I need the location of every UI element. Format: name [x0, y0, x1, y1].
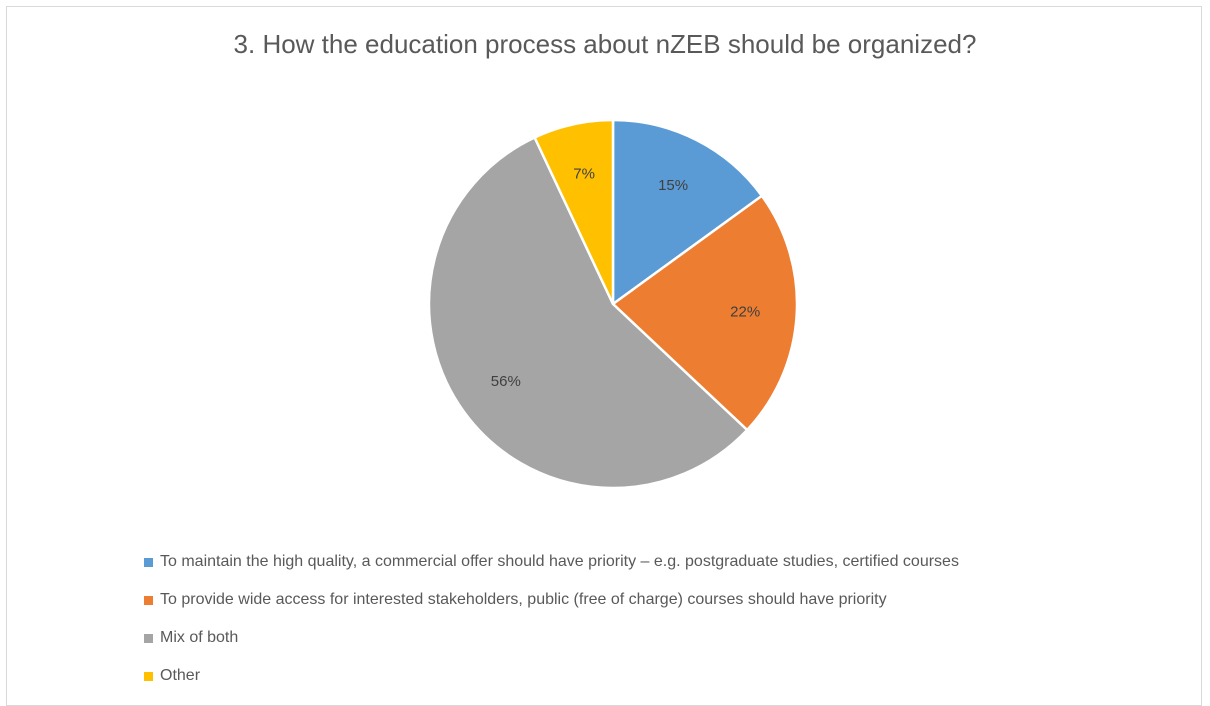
legend-label: Mix of both [160, 629, 239, 646]
slice-label-4: 7% [573, 166, 595, 183]
legend-item-4: Other [144, 662, 959, 690]
pie-slice-2 [611, 194, 799, 432]
legend-swatch [144, 633, 153, 643]
legend-label: Other [160, 667, 201, 684]
legend-label: To maintain the high quality, a commerci… [160, 553, 959, 570]
chart-title: 3. How the education process about nZEB … [233, 29, 977, 59]
pie-slice-4 [533, 118, 615, 306]
slice-label-3: 56% [491, 373, 521, 390]
pie-slice-3 [427, 136, 749, 490]
chart-legend: To maintain the high quality, a commerci… [144, 548, 959, 700]
legend-label: To provide wide access for interested st… [160, 591, 887, 608]
legend-item-3: Mix of both [144, 624, 959, 652]
legend-item-1: To maintain the high quality, a commerci… [144, 548, 959, 576]
legend-swatch [144, 557, 153, 567]
legend-item-2: To provide wide access for interested st… [144, 586, 959, 614]
legend-swatch [144, 671, 153, 681]
pie-slice-1 [611, 118, 764, 306]
slice-label-1: 15% [658, 177, 688, 194]
legend-swatch [144, 595, 153, 605]
slice-label-2: 22% [730, 303, 760, 320]
